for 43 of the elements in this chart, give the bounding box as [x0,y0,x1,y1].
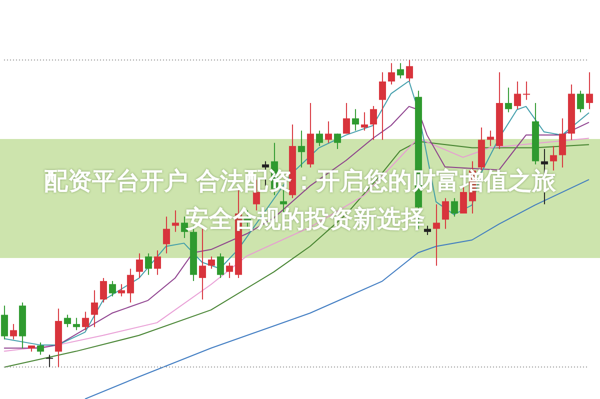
candlestick [109,280,116,297]
candlestick [208,256,215,270]
candlestick [64,314,71,328]
candlestick [172,210,179,232]
candlestick [523,80,530,100]
candlestick [451,198,458,218]
candlestick [91,290,98,328]
candlestick [361,112,368,132]
candlestick [424,225,431,236]
candlestick [577,90,584,113]
candlestick [343,102,350,134]
candlestick [433,204,440,266]
candlestick [586,72,593,110]
candlestick [1,305,8,340]
candlestick [388,62,395,86]
candlestick [487,130,494,146]
candlestick [298,130,305,168]
candlestick [154,250,161,276]
candlestick [505,87,512,113]
candlestick [325,120,332,144]
candlestick [100,277,107,304]
candlestick [73,317,80,331]
candlestick [10,324,17,340]
candlestick [334,133,341,150]
candlestick [118,284,125,297]
candlestick [406,60,413,82]
candlestick [37,342,44,356]
candlestick [514,80,521,110]
candlestick [217,252,224,278]
candlestick [442,198,449,230]
candlestick [82,311,89,331]
candlestick [397,62,404,79]
candlestick [46,354,53,368]
candlestick [136,252,143,278]
candlestick [559,118,566,168]
candlestick [370,106,377,140]
candlestick [316,130,323,146]
candlestick [127,268,134,304]
candlestick [352,108,359,132]
candlestick [163,216,170,254]
candlestick [226,262,233,278]
candlestick [145,252,152,276]
candlestick [379,72,386,140]
